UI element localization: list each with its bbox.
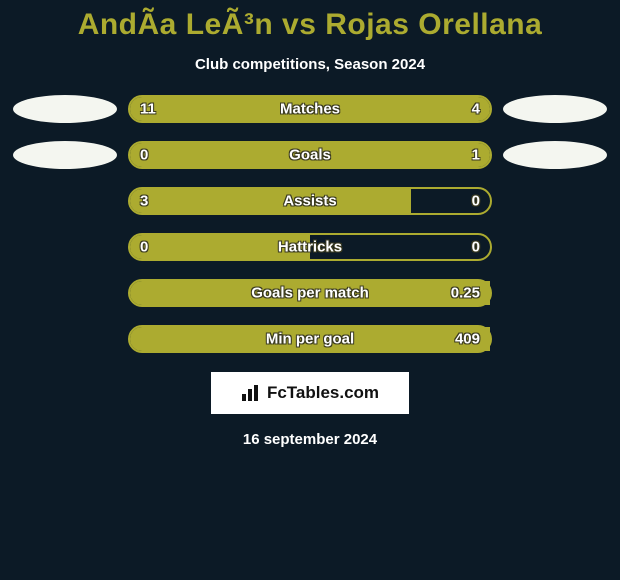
date-label: 16 september 2024 — [0, 431, 620, 448]
player-right-badge — [503, 141, 607, 169]
right-badge-slot — [500, 95, 610, 123]
metric-left-value: 3 — [140, 193, 148, 210]
metric-right-value: 1 — [472, 147, 480, 164]
metric-row: 11 4 Matches — [10, 95, 610, 123]
right-badge-slot — [500, 279, 610, 307]
page-title: AndÃ­a LeÃ³n vs Rojas Orellana — [0, 0, 620, 42]
metric-right-value: 409 — [455, 331, 480, 348]
metric-bar: 11 4 Matches — [128, 95, 492, 123]
bar-fill-left — [130, 189, 411, 213]
comparison-chart: 11 4 Matches 0 1 Goals 3 0 Assists 0 0 Hattricks 0.2… — [0, 95, 620, 353]
metric-row: 0.25 Goals per match — [10, 279, 610, 307]
left-badge-slot — [10, 95, 120, 123]
metric-bar: 0.25 Goals per match — [128, 279, 492, 307]
metric-left-value: 0 — [140, 147, 148, 164]
metric-right-value: 0 — [472, 239, 480, 256]
metric-row: 0 1 Goals — [10, 141, 610, 169]
metric-bar: 0 0 Hattricks — [128, 233, 492, 261]
metric-left-value: 11 — [140, 101, 156, 118]
left-badge-slot — [10, 279, 120, 307]
metric-right-value: 0.25 — [451, 285, 480, 302]
metric-row: 409 Min per goal — [10, 325, 610, 353]
metric-bar: 0 1 Goals — [128, 141, 492, 169]
metric-bar: 409 Min per goal — [128, 325, 492, 353]
metric-label: Goals — [289, 147, 331, 164]
right-badge-slot — [500, 325, 610, 353]
right-badge-slot — [500, 187, 610, 215]
right-badge-slot — [500, 233, 610, 261]
left-badge-slot — [10, 187, 120, 215]
brand-label: FcTables.com — [267, 383, 379, 403]
metric-label: Matches — [280, 101, 340, 118]
metric-right-value: 0 — [472, 193, 480, 210]
left-badge-slot — [10, 141, 120, 169]
bar-fill-right — [195, 143, 490, 167]
player-left-badge — [13, 141, 117, 169]
metric-label: Hattricks — [278, 239, 342, 256]
metric-label: Assists — [283, 193, 336, 210]
player-left-badge — [13, 95, 117, 123]
bar-fill-left — [130, 97, 382, 121]
brand-box[interactable]: FcTables.com — [210, 371, 410, 415]
bars-icon — [241, 384, 261, 402]
metric-row: 0 0 Hattricks — [10, 233, 610, 261]
left-badge-slot — [10, 325, 120, 353]
metric-bar: 3 0 Assists — [128, 187, 492, 215]
metric-row: 3 0 Assists — [10, 187, 610, 215]
metric-label: Min per goal — [266, 331, 354, 348]
metric-right-value: 4 — [472, 101, 480, 118]
metric-left-value: 0 — [140, 239, 148, 256]
subtitle: Club competitions, Season 2024 — [0, 56, 620, 73]
player-right-badge — [503, 95, 607, 123]
metric-label: Goals per match — [251, 285, 369, 302]
left-badge-slot — [10, 233, 120, 261]
right-badge-slot — [500, 141, 610, 169]
